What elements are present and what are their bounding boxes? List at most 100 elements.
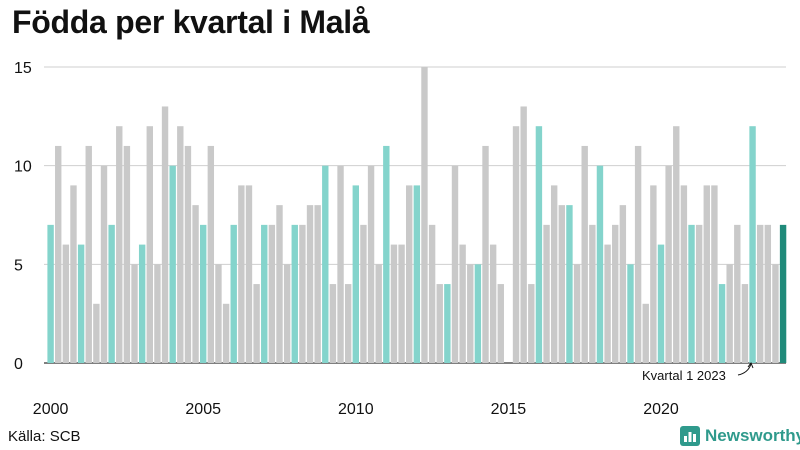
- bar-2012-q4: [436, 284, 443, 363]
- bar-2022-q2: [726, 264, 733, 363]
- bar-2002-q3: [123, 145, 131, 363]
- bar-2012-q1: [413, 185, 421, 363]
- bar-2000-q4: [70, 185, 77, 363]
- bar-2014-q1: [474, 264, 482, 363]
- bar-2015-q3: [520, 106, 527, 363]
- bar-2001-q4: [100, 165, 108, 363]
- bar-2010-q3: [367, 165, 375, 363]
- bar-2006-q3: [245, 185, 253, 363]
- bar-2020-q2: [665, 165, 672, 363]
- y-tick-label: 10: [14, 159, 32, 176]
- bar-2001-q2: [85, 145, 92, 363]
- bar-2008-q4: [314, 205, 321, 363]
- bar-2007-q4: [283, 264, 291, 363]
- bar-2017-q4: [589, 224, 596, 363]
- bar-2010-q2: [360, 224, 367, 363]
- bar-2003-q4: [161, 106, 169, 363]
- newsworthy-brand[interactable]: Newsworthy: [680, 426, 800, 446]
- bar-2022-q1: [718, 284, 726, 363]
- bar-2009-q4: [344, 284, 352, 363]
- bar-2000-q3: [62, 244, 70, 363]
- bar-2006-q2: [238, 185, 245, 363]
- annotation-arrowhead-icon: [747, 361, 754, 369]
- bar-2002-q1: [108, 224, 115, 363]
- bar-2004-q2: [177, 126, 184, 363]
- bar-2019-q4: [650, 185, 657, 363]
- bar-2020-q3: [673, 126, 680, 363]
- bar-2005-q2: [207, 145, 215, 363]
- bar-2004-q4: [192, 205, 199, 363]
- bar-2023-q4: [772, 264, 779, 363]
- bar-2012-q2: [421, 67, 428, 363]
- y-tick-label: 0: [14, 356, 23, 373]
- bar-2010-q1: [352, 185, 359, 363]
- bar-2016-q4: [558, 205, 566, 363]
- bar-2017-q3: [581, 145, 588, 363]
- bar-2009-q2: [329, 284, 337, 363]
- bar-2004-q1: [169, 165, 176, 363]
- bar-2020-q1: [657, 244, 665, 363]
- bar-2007-q1: [261, 224, 268, 363]
- bar-2021-q2: [695, 224, 703, 363]
- chart-title: Födda per kvartal i Malå: [12, 4, 370, 40]
- bar-2008-q1: [291, 224, 298, 363]
- bar-2014-q3: [489, 244, 497, 363]
- bar-2024-q1: [779, 224, 787, 363]
- bar-2009-q3: [337, 165, 344, 363]
- x-tick-label: 2015: [491, 401, 527, 418]
- bar-2019-q1: [627, 264, 634, 363]
- bar-2007-q2: [268, 224, 276, 363]
- axes: 0 5 10 15 2000 2005 2010 2015 2020: [14, 60, 679, 418]
- bar-chart-logo-icon: [680, 426, 700, 446]
- bar-2014-q4: [497, 284, 504, 363]
- bar-2005-q4: [222, 303, 230, 363]
- bar-2017-q2: [573, 264, 581, 363]
- bar-2009-q1: [322, 165, 329, 363]
- bar-2018-q2: [604, 244, 611, 363]
- bar-2016-q1: [535, 126, 543, 363]
- bar-2003-q3: [154, 264, 161, 363]
- bar-2022-q4: [741, 284, 749, 363]
- bar-2004-q3: [184, 145, 192, 363]
- bar-2016-q3: [550, 185, 558, 363]
- bar-2013-q4: [467, 264, 474, 363]
- y-tick-label: 15: [14, 60, 32, 77]
- bar-2013-q3: [459, 244, 466, 363]
- x-tick-label: 2005: [185, 401, 221, 418]
- bar-2015-q4: [528, 284, 535, 363]
- bar-2011-q2: [390, 244, 398, 363]
- bar-2008-q3: [306, 205, 314, 363]
- bar-2000-q2: [55, 145, 62, 363]
- bar-2015-q2: [512, 126, 520, 363]
- bar-2011-q4: [406, 185, 413, 363]
- bar-2019-q2: [634, 145, 642, 363]
- bar-2003-q2: [146, 126, 153, 363]
- bar-2001-q1: [77, 244, 85, 363]
- bar-2005-q1: [200, 224, 207, 363]
- bar-2003-q1: [138, 244, 146, 363]
- x-tick-label: 2020: [643, 401, 679, 418]
- bar-2007-q3: [276, 205, 283, 363]
- bar-2006-q1: [230, 224, 237, 363]
- annotation: Kvartal 1 2023: [642, 361, 754, 383]
- bar-2000-q1: [47, 224, 54, 363]
- y-tick-label: 5: [14, 257, 23, 274]
- bar-2022-q3: [734, 224, 741, 363]
- bar-2021-q1: [688, 224, 695, 363]
- bar-2016-q2: [543, 224, 550, 363]
- bar-2012-q3: [428, 224, 436, 363]
- bars: [47, 67, 787, 363]
- bar-2020-q4: [680, 185, 688, 363]
- bar-2013-q1: [444, 284, 451, 363]
- bar-2023-q2: [756, 224, 764, 363]
- bar-2014-q2: [482, 145, 489, 363]
- bar-2001-q3: [93, 303, 100, 363]
- x-tick-label: 2010: [338, 401, 374, 418]
- bar-2018-q3: [612, 224, 619, 363]
- bar-2002-q4: [131, 264, 138, 363]
- bar-2006-q4: [253, 284, 260, 363]
- bar-2011-q3: [398, 244, 405, 363]
- bar-2021-q3: [703, 185, 710, 363]
- bar-2008-q2: [299, 224, 306, 363]
